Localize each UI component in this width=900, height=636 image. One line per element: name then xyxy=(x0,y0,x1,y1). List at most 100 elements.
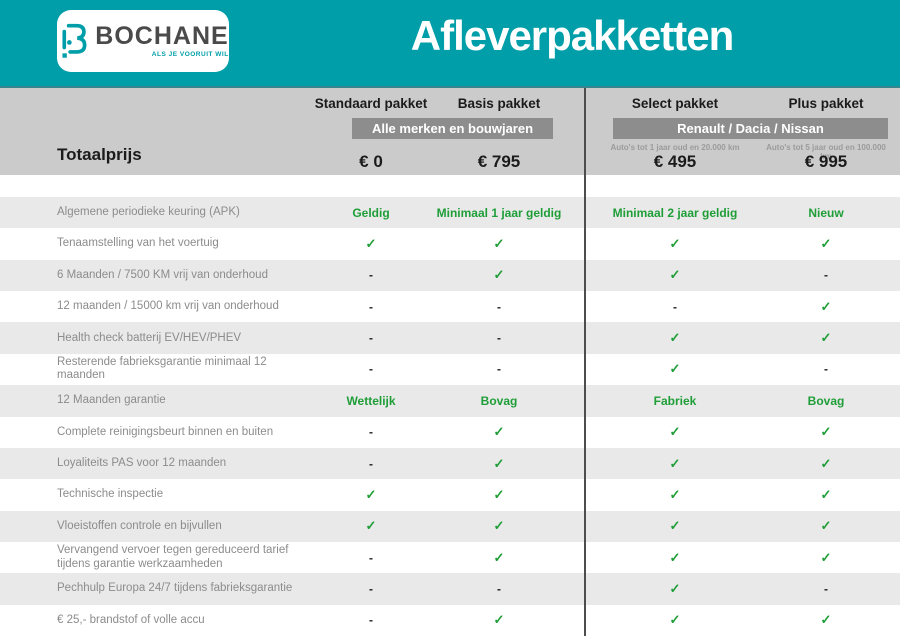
cell-basis: ✓ xyxy=(430,423,568,441)
check-icon: ✓ xyxy=(493,549,505,565)
cell-standaard: - xyxy=(312,360,430,378)
row-label: Algemene periodieke keuring (APK) xyxy=(57,206,240,219)
cell-select: ✓ xyxy=(586,423,764,441)
feature-value: Nieuw xyxy=(808,205,844,220)
cell-basis: ✓ xyxy=(430,486,568,504)
feature-value: Geldig xyxy=(352,205,390,220)
check-icon: ✓ xyxy=(365,236,377,252)
cell-basis: - xyxy=(430,360,568,378)
check-icon: ✓ xyxy=(493,486,505,502)
dash-icon: - xyxy=(497,362,501,377)
row-label: Complete reinigingsbeurt binnen en buite… xyxy=(57,425,274,438)
cell-select: ✓ xyxy=(586,486,764,504)
row-label: Technische inspectie xyxy=(57,488,164,501)
row-label: Resterende fabrieksgarantie minimaal 12 … xyxy=(57,356,267,382)
cell-plus: - xyxy=(764,360,888,378)
plus-pakket-note: Auto's tot 5 jaar oud en 100.000 km xyxy=(766,143,886,161)
table-row: Technische inspectie ✓ ✓ ✓ ✓ xyxy=(0,479,900,511)
table-row: Vervangend vervoer tegen gereduceerd tar… xyxy=(0,541,900,574)
cell-basis: ✓ xyxy=(430,517,568,535)
dash-icon: - xyxy=(369,268,373,283)
cell-select: ✓ xyxy=(586,611,764,629)
row-label: € 25,- brandstof of volle accu xyxy=(57,613,205,626)
page-title: Afleverpakketten xyxy=(410,12,734,59)
dash-icon: - xyxy=(369,299,373,314)
cell-select: Minimaal 2 jaar geldig xyxy=(586,204,764,222)
check-icon: ✓ xyxy=(669,330,681,346)
check-icon: ✓ xyxy=(493,236,505,252)
dash-icon: - xyxy=(369,456,373,471)
header: BOCHANE ALS JE VOORUIT WIL Afleverpakket… xyxy=(0,0,900,88)
cell-plus: ✓ xyxy=(764,329,888,347)
dash-icon: - xyxy=(369,425,373,440)
row-label: Vervangend vervoer tegen gereduceerd tar… xyxy=(57,544,289,570)
row-label: Vloeistoffen controle en bijvullen xyxy=(57,519,222,532)
dash-icon: - xyxy=(673,299,677,314)
cell-standaard: ✓ xyxy=(312,235,430,253)
cell-select: ✓ xyxy=(586,360,764,378)
pricing-header-band: Totaalprijs Standaard pakket Basis pakke… xyxy=(0,88,900,175)
dash-icon: - xyxy=(497,581,501,596)
check-icon: ✓ xyxy=(669,424,681,440)
group-bar-alle-merken: Alle merken en bouwjaren xyxy=(352,118,553,139)
cell-basis: ✓ xyxy=(430,549,568,567)
cell-basis: ✓ xyxy=(430,266,568,284)
check-icon: ✓ xyxy=(669,361,681,377)
check-icon: ✓ xyxy=(669,267,681,283)
cell-basis: Minimaal 1 jaar geldig xyxy=(430,204,568,222)
cell-standaard: ✓ xyxy=(312,517,430,535)
table-row: Algemene periodieke keuring (APK) Geldig… xyxy=(0,197,900,229)
cell-select: Fabriek xyxy=(586,392,764,410)
dash-icon: - xyxy=(369,550,373,565)
cell-select: ✓ xyxy=(586,549,764,567)
check-icon: ✓ xyxy=(820,455,832,471)
column-header-plus: Plus pakket xyxy=(788,96,864,111)
cell-standaard: - xyxy=(312,549,430,567)
cell-plus: ✓ xyxy=(764,486,888,504)
row-label: Tenaamstelling van het voertuig xyxy=(57,237,219,250)
table-row: Loyaliteits PAS voor 12 maanden - ✓ ✓ ✓ xyxy=(0,447,900,480)
cell-plus: ✓ xyxy=(764,517,888,535)
check-icon: ✓ xyxy=(365,518,377,534)
dash-icon: - xyxy=(369,581,373,596)
table-row: Tenaamstelling van het voertuig ✓ ✓ ✓ ✓ xyxy=(0,228,900,260)
cell-plus: - xyxy=(764,266,888,284)
cell-plus: ✓ xyxy=(764,549,888,567)
check-icon: ✓ xyxy=(820,298,832,314)
cell-plus: Nieuw xyxy=(764,204,888,222)
cell-plus: Bovag xyxy=(764,392,888,410)
cell-standaard: Geldig xyxy=(312,204,430,222)
table-row: Resterende fabrieksgarantie minimaal 12 … xyxy=(0,353,900,386)
dash-icon: - xyxy=(824,268,828,283)
cell-standaard: - xyxy=(312,329,430,347)
cell-standaard: - xyxy=(312,423,430,441)
row-label: Loyaliteits PAS voor 12 maanden xyxy=(57,456,227,469)
feature-value: Fabriek xyxy=(653,393,697,408)
table-row: Pechhulp Europa 24/7 tijdens fabrieksgar… xyxy=(0,573,900,605)
cell-select: ✓ xyxy=(586,580,764,598)
check-icon: ✓ xyxy=(493,424,505,440)
cell-plus: ✓ xyxy=(764,235,888,253)
column-header-basis: Basis pakket xyxy=(457,96,541,111)
check-icon: ✓ xyxy=(365,486,377,502)
check-icon: ✓ xyxy=(493,612,505,628)
column-header-standaard: Standaard pakket xyxy=(314,96,428,111)
check-icon: ✓ xyxy=(820,486,832,502)
cell-select: ✓ xyxy=(586,329,764,347)
cell-standaard: - xyxy=(312,455,430,473)
cell-select: ✓ xyxy=(586,266,764,284)
table-row: 12 Maanden garantie Wettelijk Bovag Fabr… xyxy=(0,385,900,417)
row-label: 6 Maanden / 7500 KM vrij van onderhoud xyxy=(57,268,268,281)
dash-icon: - xyxy=(824,581,828,596)
check-icon: ✓ xyxy=(493,518,505,534)
cell-plus: ✓ xyxy=(764,423,888,441)
feature-value: Minimaal 1 jaar geldig xyxy=(436,205,562,220)
dash-icon: - xyxy=(369,362,373,377)
cell-select: ✓ xyxy=(586,455,764,473)
row-label: 12 Maanden garantie xyxy=(57,394,166,407)
table-row: 6 Maanden / 7500 KM vrij van onderhoud -… xyxy=(0,259,900,292)
column-group-divider xyxy=(584,88,586,636)
logo-text: BOCHANE ALS JE VOORUIT WIL xyxy=(95,24,228,59)
cell-select: - xyxy=(586,298,764,316)
